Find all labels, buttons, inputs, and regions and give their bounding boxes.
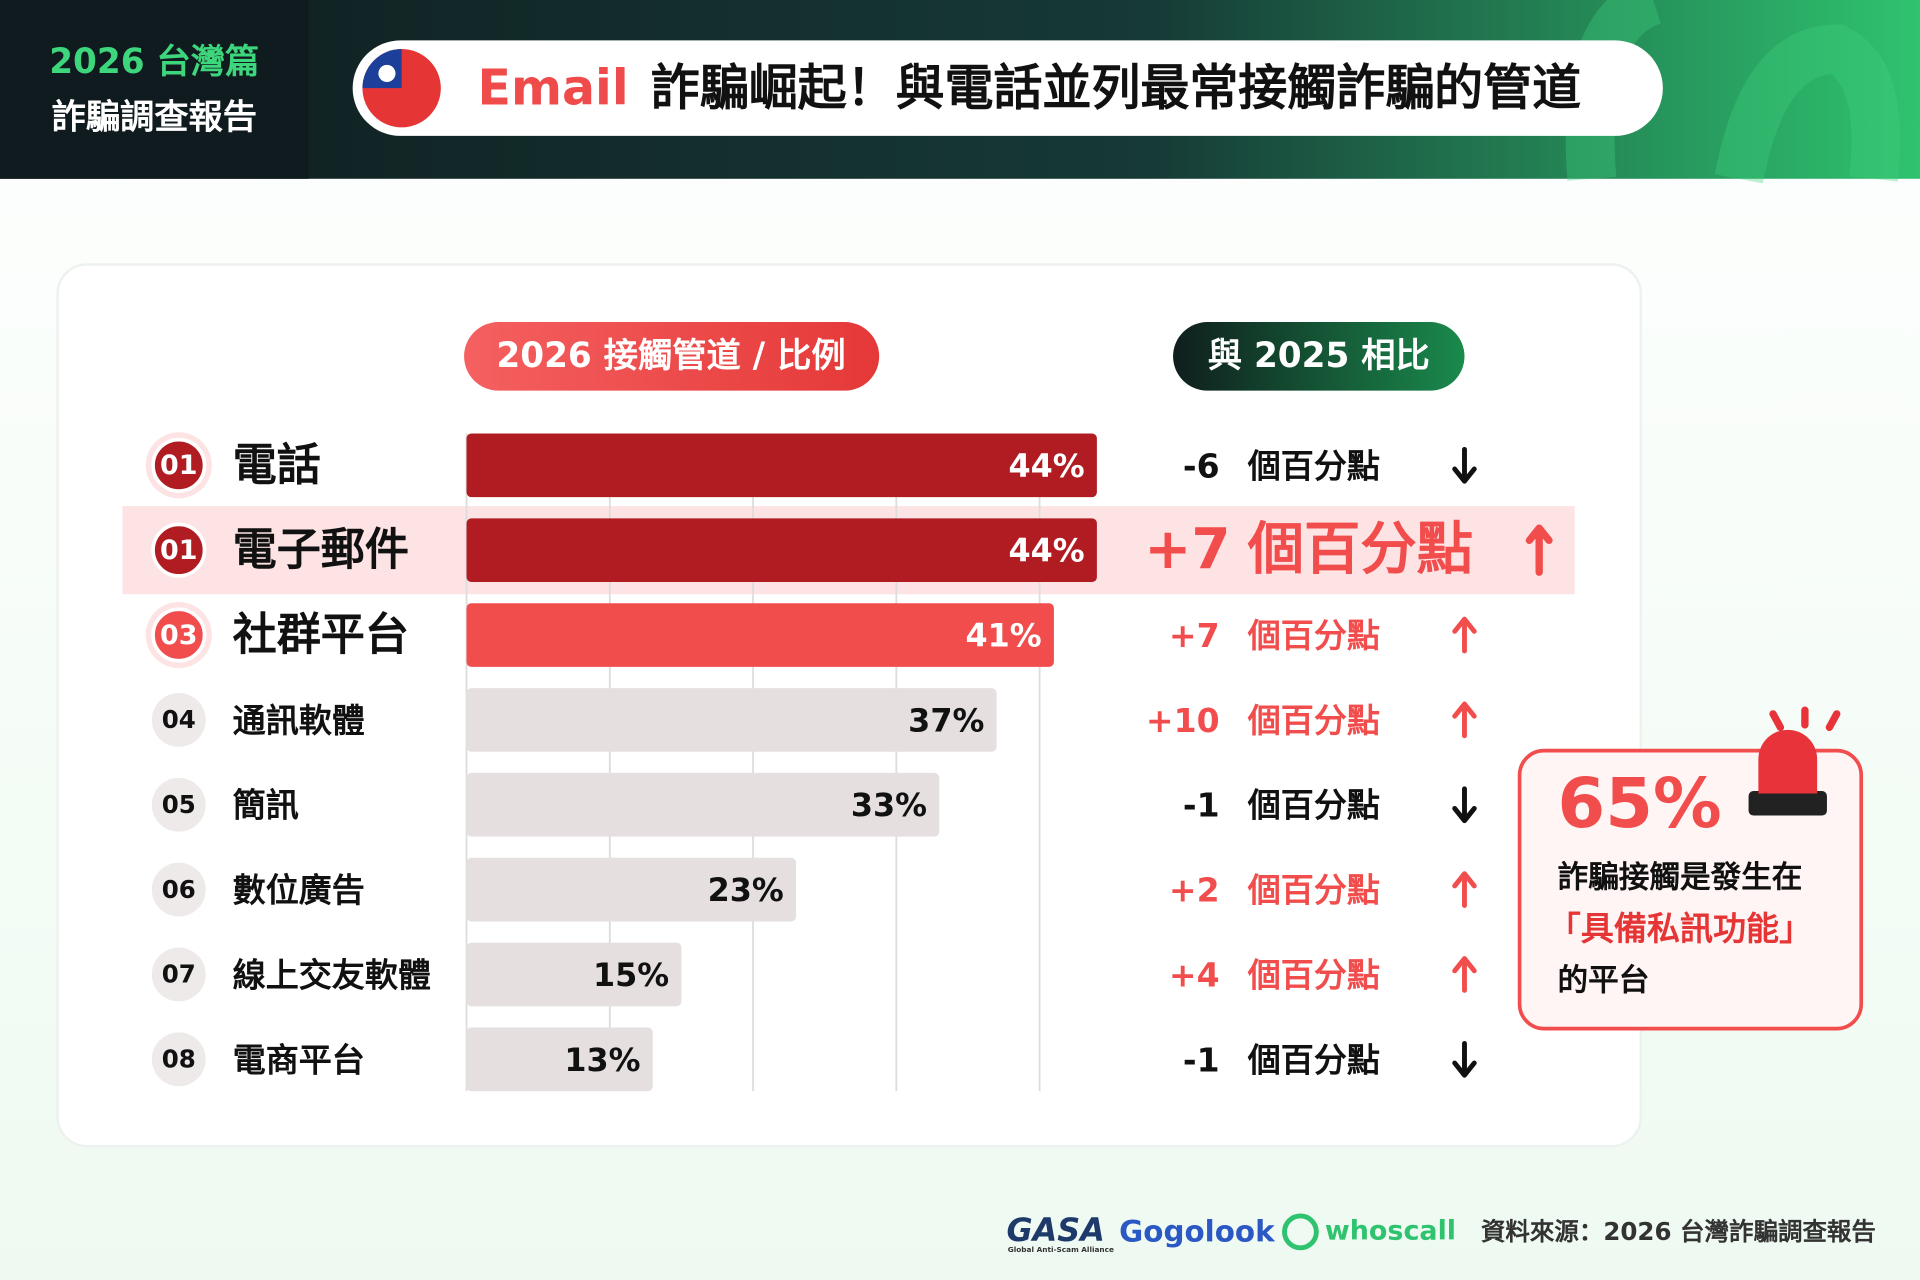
bar [466,772,940,837]
rank-circle [151,437,207,493]
logo-whoscall: whoscall [1325,1215,1456,1246]
change-header: 與 2025 相比 [1208,336,1430,376]
category-label: 社群平台 [233,609,409,660]
siren-dome [1758,729,1818,794]
rank-circle [151,522,207,578]
rank: 01 [160,535,197,566]
bar [466,942,682,1007]
category-label: 數位廣告 [233,871,365,910]
rank-circle [151,862,206,917]
title-pill [352,40,1663,136]
category-label: 線上交友軟體 [233,955,431,994]
rank-circle [151,947,206,1002]
change-unit: 個百分點 [1247,616,1380,655]
value-label: 13% [564,1041,640,1079]
siren-rays [1769,706,1841,732]
change-value: -1 [1183,786,1220,825]
change-header-pill [1173,322,1465,391]
category-label: 電子郵件 [233,525,409,576]
value-label: 41% [965,616,1041,654]
callout-line3: 的平台 [1558,964,1650,999]
change-arrow [1452,956,1477,993]
change-value: -1 [1183,1040,1220,1079]
value-header: 2026 接觸管道 / 比例 [496,336,845,376]
rank: 05 [162,790,196,819]
rank: 01 [160,450,197,481]
change-unit: 個百分點 [1247,786,1380,825]
category-label: 電商平台 [233,1040,365,1079]
value-header-pill [464,322,880,391]
change-arrow [1452,786,1477,824]
change-unit: 個百分點 [1247,446,1380,485]
change-arrow [1452,871,1477,908]
logo-gogolook: Gogolook [1119,1215,1276,1249]
value-label: 33% [851,786,927,824]
source: 資料來源：2026 台灣詐騙調查報告 [1481,1217,1876,1246]
change-value: +7 [1144,517,1230,582]
bar [466,518,1097,583]
rank-circle [151,607,207,663]
title-highlight: Email [478,59,629,116]
callout-box [1517,748,1864,1031]
logo-gasa-sub: Global Anti-Scam Alliance [1008,1245,1114,1254]
change-unit: 個百分點 [1247,871,1380,910]
rank: 08 [162,1045,196,1074]
change-arrow [1525,524,1553,576]
bar [466,1027,653,1092]
rank-circle [151,777,206,832]
rank: 04 [162,705,196,734]
callout-line2: 「具備私訊功能」 [1548,909,1812,948]
bar [466,857,797,922]
change-unit: 個百分點 [1247,517,1473,582]
title-rest: 詐騙崛起！與電話並列最常接觸詐騙的管道 [651,59,1581,116]
bar [466,688,997,752]
flag-sun [378,64,396,83]
bar [466,433,1097,498]
rank-circle [151,692,206,747]
change-unit: 個百分點 [1247,1040,1380,1079]
badge [0,0,309,179]
value-label: 15% [593,956,669,994]
category-label: 簡訊 [233,786,299,825]
change-value: -6 [1183,446,1220,485]
category-label: 通訊軟體 [233,701,365,740]
badge-line2: 詐騙調查報告 [51,97,257,137]
change-value: +4 [1169,955,1220,994]
rank: 06 [162,875,196,904]
whoscall-icon [1282,1213,1319,1251]
siren [1748,706,1841,816]
value-label: 44% [1008,532,1084,570]
value-label: 23% [708,871,784,909]
change-unit: 個百分點 [1247,955,1380,994]
siren-base [1748,791,1827,816]
badge-line1: 2026 台灣篇 [49,42,259,82]
callout-line1: 詐騙接觸是發生在 [1558,860,1803,896]
change-value: +2 [1169,871,1220,910]
value-label: 44% [1008,447,1084,485]
change-arrow [1452,446,1477,484]
logo-gasa: GASA [1007,1211,1105,1249]
value-label: 37% [908,701,984,739]
change-unit: 個百分點 [1247,701,1380,740]
rank-circle [151,1032,206,1087]
change-value: +7 [1169,616,1220,655]
change-arrow [1452,616,1477,654]
category-label: 電話 [233,440,321,491]
callout-value: 65% [1558,764,1722,844]
change-arrow [1452,1040,1477,1078]
rank: 03 [160,620,197,651]
change-arrow [1452,701,1477,739]
change-value: +10 [1146,701,1220,740]
chart: 44% 01 電話 -6 個百分點 44% 01 電子郵件 +7 個百分點 41% 03 社群平台 +7 個… [122,432,1575,1092]
title: Email 詐騙崛起！與電話並列最常接觸詐騙的管道 [478,59,1582,116]
rank: 07 [162,960,196,989]
bar [466,603,1054,667]
